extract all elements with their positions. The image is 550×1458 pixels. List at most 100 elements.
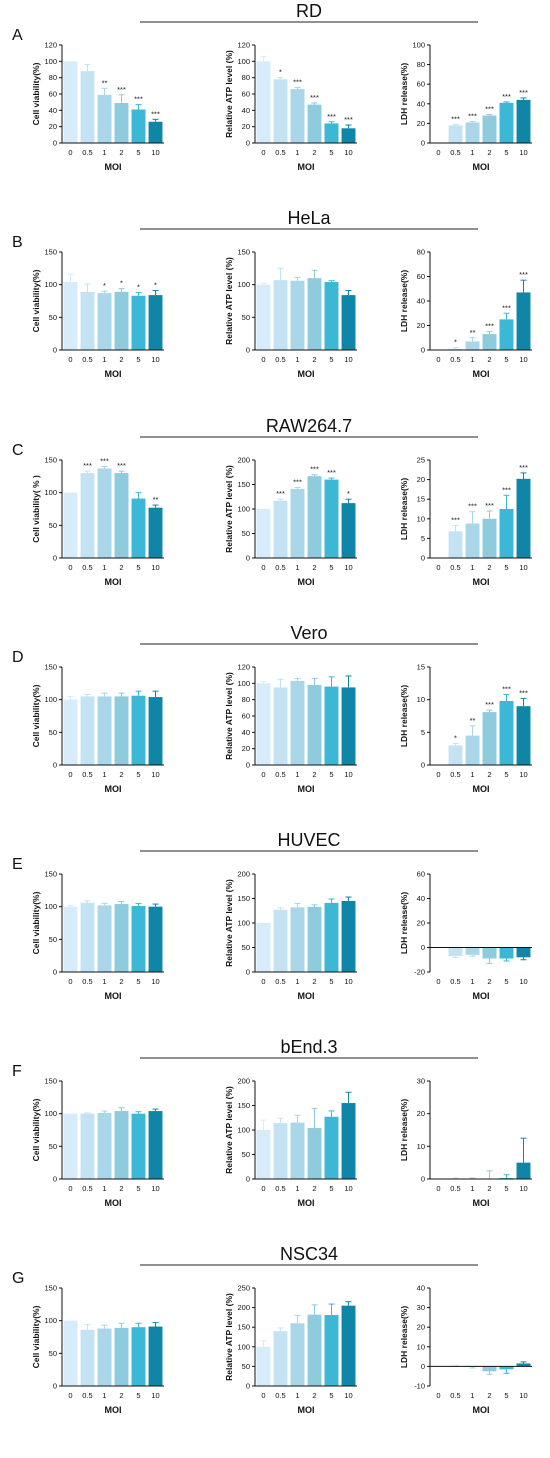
x-tick-label: 10 <box>519 563 527 572</box>
x-tick-label: 0 <box>261 1391 265 1400</box>
x-tick-label: 0.5 <box>450 770 460 779</box>
bar <box>80 1113 95 1179</box>
row-title: bEnd.3 <box>280 1037 337 1057</box>
chart-c-3: 0 5 10 15 20 25 LDH release(%) 0 *** 0.5 *** 1 *** 2 *… <box>399 456 532 587</box>
x-tick-label: 10 <box>151 355 159 364</box>
significance-label: *** <box>293 477 302 486</box>
x-tick-label: 0.5 <box>275 770 285 779</box>
significance-label: * <box>120 279 123 288</box>
x-tick-label: 10 <box>151 770 159 779</box>
x-tick-label: 5 <box>504 563 508 572</box>
bar <box>499 947 514 959</box>
x-tick-label: 1 <box>470 355 474 364</box>
bar <box>131 1113 146 1179</box>
x-tick-label: 10 <box>519 355 527 364</box>
y-tick-label: 0 <box>421 1362 425 1371</box>
y-tick-label: 0 <box>53 1382 57 1391</box>
bar <box>131 109 146 143</box>
bar <box>516 947 531 958</box>
x-tick-label: 2 <box>487 1391 491 1400</box>
x-tick-label: 0.5 <box>82 977 92 986</box>
significance-label: * <box>454 338 457 347</box>
bar <box>114 1327 129 1386</box>
y-tick-label: 200 <box>237 1077 250 1086</box>
x-tick-label: 5 <box>136 1184 140 1193</box>
chart-a-3: 0 20 40 60 80 100 LDH release(%) 0 *** 0.5 *** 1 ***… <box>399 41 532 172</box>
bar <box>324 123 339 143</box>
x-axis-title: MOI <box>298 784 315 794</box>
bar <box>273 1331 288 1386</box>
y-tick-label: 50 <box>242 529 250 538</box>
x-tick-label: 0 <box>261 1184 265 1193</box>
x-tick-label: 0 <box>436 770 440 779</box>
bar <box>448 125 463 143</box>
bar <box>97 468 112 558</box>
bar <box>341 1103 356 1179</box>
y-tick-label: 120 <box>44 41 57 50</box>
y-tick-label: 60 <box>242 712 250 721</box>
panel-letter: A <box>12 27 23 44</box>
y-tick-label: 100 <box>237 679 250 688</box>
significance-label: *** <box>451 515 460 524</box>
bar <box>97 1113 112 1179</box>
significance-label: *** <box>117 461 126 470</box>
x-tick-label: 0 <box>68 148 72 157</box>
y-tick-label: 40 <box>242 106 250 115</box>
x-tick-label: 0.5 <box>82 1184 92 1193</box>
y-tick-label: 20 <box>49 122 57 131</box>
x-tick-label: 5 <box>136 977 140 986</box>
y-tick-label: 60 <box>417 80 425 89</box>
x-tick-label: 10 <box>151 1184 159 1193</box>
y-tick-label: 20 <box>417 321 425 330</box>
bar <box>341 128 356 143</box>
significance-label: *** <box>502 303 511 312</box>
bar <box>273 1123 288 1179</box>
chart-b-1: 0 50 100 150 Cell viability(%) 0 0.5 * 1 * 2 * 5 * 10 M… <box>31 248 164 379</box>
x-axis-title: MOI <box>473 369 490 379</box>
x-tick-label: 0 <box>68 1184 72 1193</box>
chart-f-3: 0 10 20 30 LDH release(%) 0 0.5 1 2 5 10 MOI <box>399 1077 532 1208</box>
significance-label: *** <box>468 502 477 511</box>
significance-label: *** <box>117 85 126 94</box>
chart-c-1: 0 50 100 150 Cell viability( % ) 0 *** 0.5 *** 1 *… <box>31 456 164 587</box>
bar <box>482 712 497 765</box>
bar <box>307 1314 322 1386</box>
x-tick-label: 2 <box>487 148 491 157</box>
significance-label: *** <box>485 700 494 709</box>
bar <box>290 1122 305 1179</box>
y-axis-title: LDH release(%) <box>399 270 409 333</box>
x-tick-label: 1 <box>470 148 474 157</box>
x-tick-label: 1 <box>470 1391 474 1400</box>
x-tick-label: 10 <box>519 148 527 157</box>
y-tick-label: 0 <box>246 346 250 355</box>
row-title: HeLa <box>287 208 331 228</box>
bar <box>114 291 129 350</box>
y-tick-label: 0 <box>421 761 425 770</box>
bar <box>290 1323 305 1386</box>
y-tick-label: 15 <box>417 663 425 672</box>
significance-label: *** <box>327 468 336 477</box>
y-tick-label: 0 <box>53 1175 57 1184</box>
x-tick-label: 5 <box>329 355 333 364</box>
bar <box>516 1162 531 1179</box>
bar <box>448 947 463 957</box>
y-tick-label: 10 <box>417 1342 425 1351</box>
x-tick-label: 0.5 <box>275 977 285 986</box>
x-tick-label: 2 <box>487 977 491 986</box>
y-tick-label: 10 <box>417 514 425 523</box>
bar <box>80 71 95 143</box>
x-tick-label: 0.5 <box>450 1184 460 1193</box>
y-tick-label: 20 <box>417 1323 425 1332</box>
y-tick-label: 100 <box>44 280 57 289</box>
chart-g-1: 0 50 100 150 Cell viability(%) 0 0.5 1 2 5 10 MOI <box>31 1284 164 1415</box>
y-tick-label: -10 <box>414 1382 425 1391</box>
y-axis-title: Cell viability(%) <box>31 684 41 747</box>
y-tick-label: 80 <box>417 60 425 69</box>
y-tick-label: 120 <box>237 663 250 672</box>
y-tick-label: 0 <box>421 554 425 563</box>
